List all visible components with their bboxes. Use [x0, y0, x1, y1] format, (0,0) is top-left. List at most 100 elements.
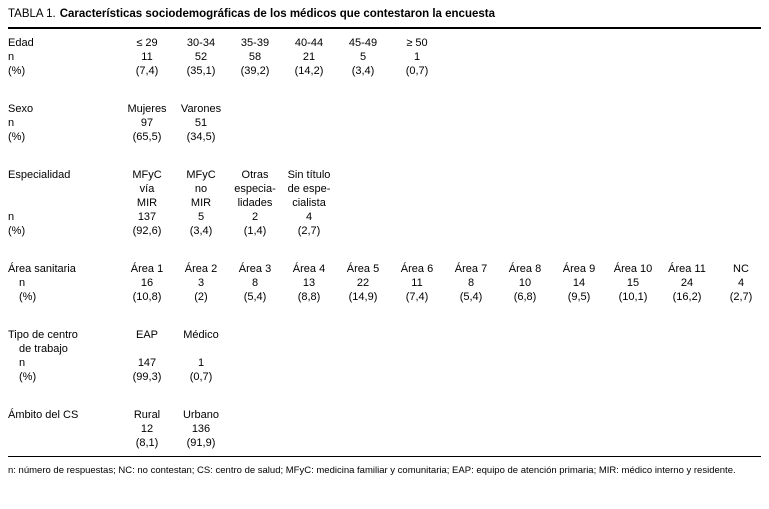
table-cell [660, 224, 714, 238]
table-cell: Otras [241, 169, 269, 181]
table-cell [282, 130, 336, 144]
table-cell: (0,7) [405, 65, 429, 77]
table-cell: MIR [190, 197, 212, 209]
table-cell [282, 436, 336, 450]
table-cell [336, 224, 390, 238]
table-cell: 5 [197, 211, 205, 223]
table-cell [606, 408, 660, 422]
table-cell [390, 182, 444, 196]
table-cell [336, 422, 390, 436]
table-cell [336, 370, 390, 384]
table-cell: (16,2) [672, 291, 702, 303]
table-cell [606, 130, 660, 144]
table-cell [444, 182, 498, 196]
table-cell [606, 328, 660, 342]
row-label: (%) [19, 371, 37, 383]
table-cell: 97 [140, 117, 154, 129]
table-cell [444, 370, 498, 384]
table-cell [606, 64, 660, 78]
table-cell [714, 168, 768, 182]
table-cell [498, 422, 552, 436]
table-cell [714, 328, 768, 342]
table-cell [714, 36, 768, 50]
table-cell [714, 356, 768, 370]
table-cell: (34,5) [186, 131, 216, 143]
table-cell: 16 [140, 277, 154, 289]
table-cell [498, 210, 552, 224]
table-cell: (2,7) [297, 225, 321, 237]
table-cell [606, 182, 660, 196]
table-cell: 11 [411, 277, 423, 289]
table-cell [228, 356, 282, 370]
table-cell [336, 436, 390, 450]
table-cell [390, 196, 444, 210]
table-cell [444, 130, 498, 144]
table-cell: MIR [136, 197, 158, 209]
row-label: Sexo [8, 103, 34, 115]
table-cell [660, 168, 714, 182]
table-cell [228, 436, 282, 450]
table-cell [390, 356, 444, 370]
table-cell [552, 182, 606, 196]
table-cell [390, 408, 444, 422]
table-cell [228, 422, 282, 436]
table-cell: 11 [141, 51, 153, 63]
section-especialidad: Especialidad MFyC MFyC Otras Sin título vía no… [8, 168, 761, 238]
table-cell [606, 102, 660, 116]
table-cell: 2 [251, 211, 259, 223]
table-cell: ≥ 50 [406, 37, 428, 49]
table-row: (%) (7,4) (35,1) (39,2) (14,2) (3,4) (0,7) [8, 64, 761, 78]
row-label [8, 196, 120, 210]
table-cell: 22 [356, 277, 370, 289]
table-cell [444, 36, 498, 50]
table-cell [714, 422, 768, 436]
table-cell [660, 436, 714, 450]
table-cell: NC [733, 263, 749, 275]
table-cell [660, 422, 714, 436]
table-cell: (35,1) [186, 65, 216, 77]
table-cell: lidades [237, 197, 273, 209]
table-cell: (3,4) [351, 65, 375, 77]
table-cell [552, 64, 606, 78]
table-cell [660, 116, 714, 130]
table-cell [444, 116, 498, 130]
table-cell [714, 116, 768, 130]
table-cell: 8 [467, 277, 475, 289]
table-cell [390, 130, 444, 144]
table-cell [390, 210, 444, 224]
table-cell: (2,7) [729, 291, 753, 303]
table-cell [714, 182, 768, 196]
table-cell [552, 224, 606, 238]
table-cell [606, 436, 660, 450]
table-cell [498, 36, 552, 50]
table-cell: (10,8) [132, 291, 162, 303]
row-label: n [8, 211, 15, 223]
table-cell: (65,5) [132, 131, 162, 143]
table-cell: vía [139, 183, 155, 195]
table-cell: 51 [194, 117, 208, 129]
table-cell [336, 196, 390, 210]
table-cell [714, 102, 768, 116]
table-cell [282, 102, 336, 116]
table-cell [552, 102, 606, 116]
table-cell [336, 342, 390, 356]
table-row: 12 136 [8, 422, 761, 436]
table-cell: 1 [413, 51, 421, 63]
table-cell: 4 [737, 277, 745, 289]
table-row: (%) (92,6) (3,4) (1,4) (2,7) [8, 224, 761, 238]
table-cell: 10 [518, 277, 532, 289]
table-cell [552, 370, 606, 384]
table-cell [228, 342, 282, 356]
table-cell: 30-34 [186, 37, 216, 49]
row-label: (%) [8, 131, 26, 143]
table-row: n 16 3 8 13 22 11 8 10 14 15 24 4 [8, 276, 761, 290]
table-cell: 45-49 [348, 37, 378, 49]
table-cell [498, 50, 552, 64]
table-cell [714, 130, 768, 144]
table-cell: Área 5 [346, 263, 380, 275]
table-cell [714, 436, 768, 450]
table-cell [120, 342, 174, 356]
table-cell: 136 [191, 423, 211, 435]
table-cell [660, 356, 714, 370]
table-cell: (6,8) [513, 291, 537, 303]
